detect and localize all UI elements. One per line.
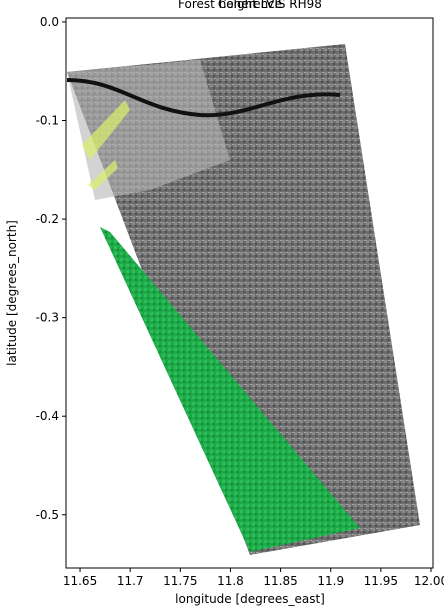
y-tick-label: -0.5: [36, 508, 59, 522]
x-tick-label: 11.95: [364, 574, 398, 588]
y-tick-label: 0.0: [40, 15, 59, 29]
raster: [67, 44, 420, 555]
y-tick-label: -0.4: [36, 409, 59, 423]
y-tick-label: -0.2: [36, 212, 59, 226]
x-tick-label: 11.7: [117, 574, 144, 588]
x-tick-label: 11.75: [163, 574, 197, 588]
x-tick-label: 12.00: [414, 574, 444, 588]
y-axis-label: latitude [degrees_north]: [5, 220, 19, 366]
x-tick-label: 11.65: [63, 574, 97, 588]
x-tick-label: 11.9: [317, 574, 344, 588]
x-tick-label: 11.8: [217, 574, 244, 588]
x-axis-label: longitude [degrees_east]: [175, 592, 325, 606]
y-tick-label: -0.3: [36, 311, 59, 325]
chart: Forest height LVIS RH98 Coherence longit…: [0, 0, 444, 610]
x-tick-label: 11.85: [263, 574, 297, 588]
y-tick-label: -0.1: [36, 114, 59, 128]
page: {"chart_data": {"type": "image", "titles…: [0, 0, 444, 614]
title: Coherence: [218, 0, 282, 11]
